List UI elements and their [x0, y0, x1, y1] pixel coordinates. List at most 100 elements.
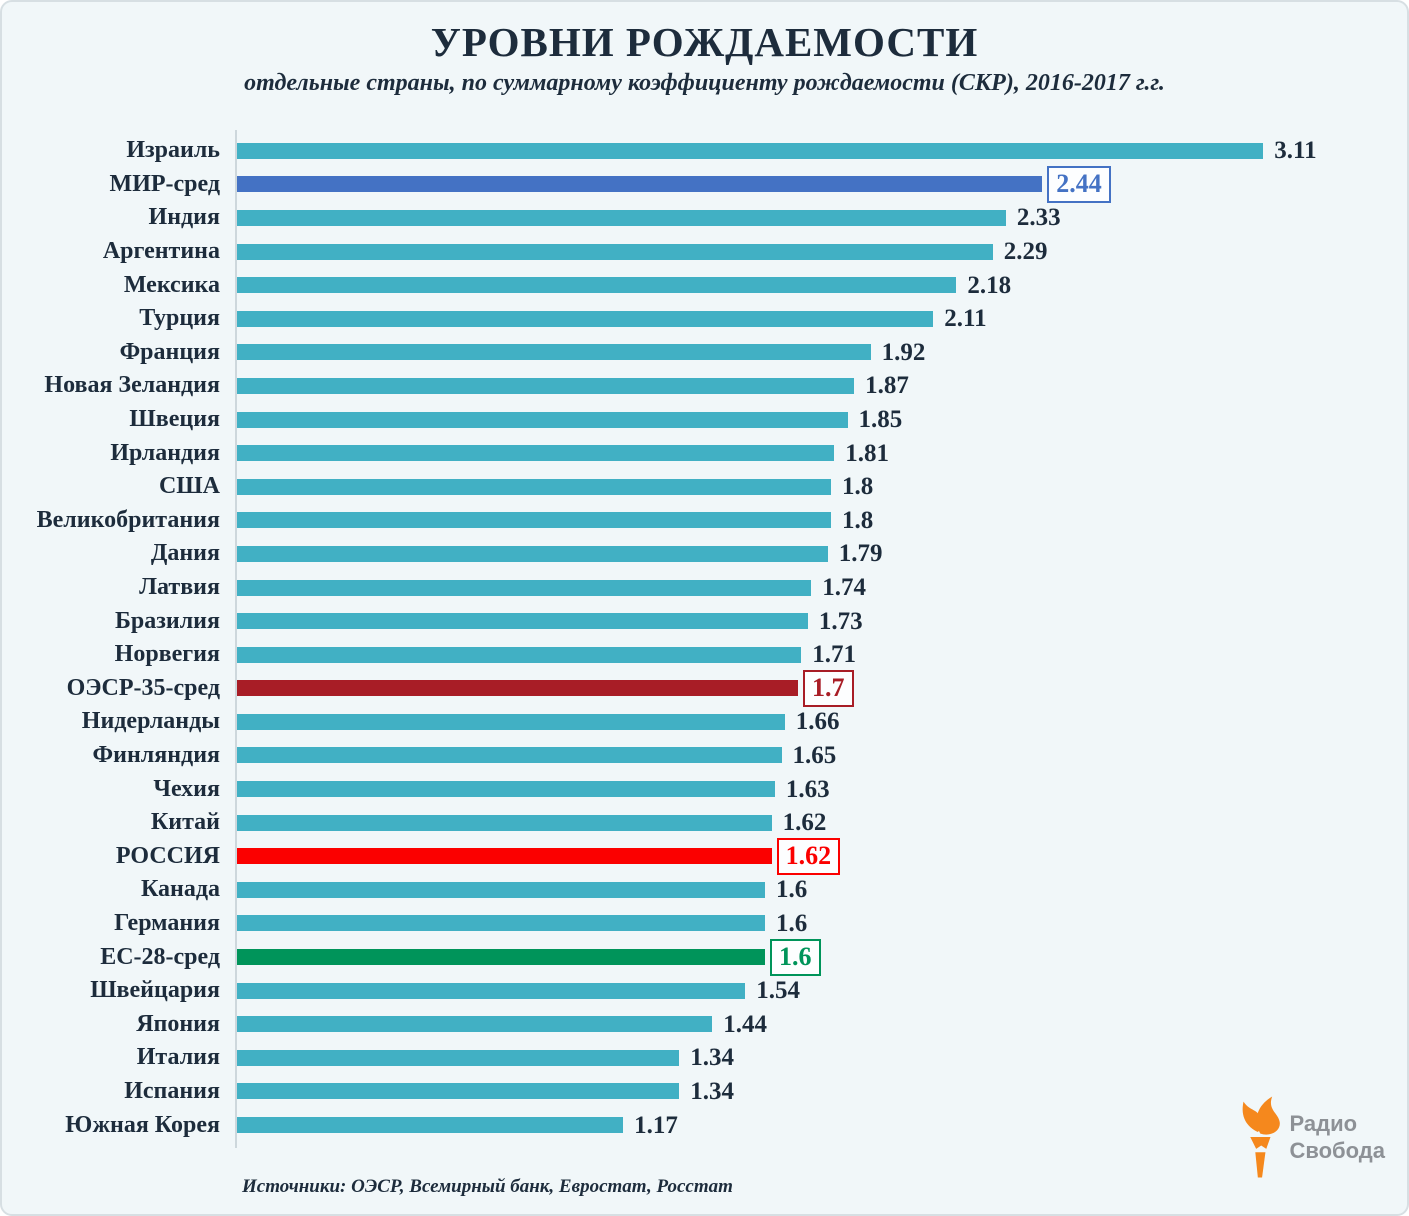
chart-row: Германия 1.6 [2, 907, 1407, 941]
value-label: 1.65 [792, 741, 837, 769]
value-label: 1.6 [776, 909, 808, 937]
category-label: ЕС-28-сред [100, 943, 220, 970]
bar [237, 277, 957, 294]
bar [237, 881, 765, 898]
value-label: 2.33 [1016, 204, 1061, 232]
value-label: 1.8 [842, 473, 874, 501]
bar [237, 243, 993, 260]
page-subtitle: отдельные страны, по суммарному коэффици… [244, 70, 1165, 96]
value-label: 1.6 [776, 876, 808, 904]
category-label: Испания [124, 1077, 220, 1104]
category-label: Великобритания [36, 506, 220, 533]
chart-row: Южная Корея 1.17 [2, 1108, 1407, 1142]
category-label: Италия [136, 1044, 220, 1071]
value-label: 2.44 [1047, 165, 1111, 203]
bar [237, 781, 775, 798]
bar [237, 579, 812, 596]
bar [237, 411, 848, 428]
value-label: 1.44 [723, 1010, 767, 1038]
category-label: Германия [114, 909, 220, 936]
value-label: 1.34 [690, 1044, 734, 1072]
category-label: Турция [139, 305, 220, 332]
chart-row: Ирландия 1.81 [2, 436, 1407, 470]
chart-row: Турция 2.11 [2, 302, 1407, 336]
chart-row: Нидерланды 1.66 [2, 705, 1407, 739]
category-label: Канада [140, 876, 220, 903]
bar [237, 545, 828, 562]
bar [237, 1083, 680, 1100]
category-label: США [158, 473, 220, 500]
category-label: Мексика [123, 271, 220, 298]
value-label: 1.85 [858, 406, 903, 434]
value-label: 1.79 [838, 540, 883, 568]
category-label: Швейцария [90, 977, 220, 1004]
bar [237, 1117, 624, 1134]
source-note: Источники: ОЭСР, Всемирный банк, Евроста… [242, 1176, 733, 1197]
chart-row: Великобритания 1.8 [2, 504, 1407, 538]
chart-row: США 1.8 [2, 470, 1407, 504]
bar [237, 848, 772, 865]
bar [237, 1049, 680, 1066]
value-label: 2.29 [1003, 238, 1048, 266]
value-label: 1.87 [865, 372, 909, 400]
chart-row: Аргентина 2.29 [2, 235, 1407, 269]
category-label: Аргентина [102, 238, 220, 265]
chart-row: Япония 1.44 [2, 1007, 1407, 1041]
bar [237, 176, 1043, 193]
category-label: ОЭСР-35-сред [66, 674, 220, 701]
logo-text-line2: Свобода [1289, 1138, 1386, 1163]
chart-row: Италия 1.34 [2, 1041, 1407, 1075]
value-label: 2.11 [944, 305, 987, 333]
chart-row: ЕС-28-сред 1.6 [2, 938, 1407, 976]
chart-row: Дания 1.79 [2, 537, 1407, 571]
bar [237, 344, 871, 361]
logo-text: Радио Свобода [1290, 1110, 1386, 1164]
category-label: Израиль [126, 137, 220, 164]
value-label: 1.54 [756, 977, 800, 1005]
category-label: Япония [136, 1010, 220, 1037]
chart-row: Индия 2.33 [2, 201, 1407, 235]
chart-row: Мексика 2.18 [2, 268, 1407, 302]
bar [237, 814, 772, 831]
value-label: 1.92 [881, 338, 926, 366]
category-label: Норвегия [114, 641, 220, 668]
value-label: 1.73 [818, 607, 863, 635]
bar [237, 209, 1006, 226]
chart-row: РОССИЯ 1.62 [2, 837, 1407, 875]
category-label: Бразилия [115, 607, 220, 634]
category-label: Франция [119, 338, 220, 365]
chart-row: Бразилия 1.73 [2, 604, 1407, 638]
value-label: 1.81 [845, 439, 890, 467]
chart-row: МИР-сред 2.44 [2, 165, 1407, 203]
category-label: Китай [150, 809, 220, 836]
value-label: 2.18 [967, 271, 1012, 299]
chart-row: ОЭСР-35-сред 1.7 [2, 669, 1407, 707]
category-label: Южная Корея [65, 1111, 220, 1138]
chart-row: Латвия 1.74 [2, 571, 1407, 605]
category-label: Латвия [139, 574, 220, 601]
value-label: 1.74 [822, 574, 866, 602]
category-label: Швеция [129, 406, 220, 433]
chart-row: Швеция 1.85 [2, 403, 1407, 437]
bar [237, 377, 855, 394]
bar [237, 613, 808, 630]
value-label: 3.11 [1274, 137, 1317, 165]
category-label: МИР-сред [109, 170, 220, 197]
category-label: Индия [148, 204, 220, 231]
bar [237, 949, 765, 966]
chart-row: Испания 1.34 [2, 1075, 1407, 1109]
value-label: 1.34 [690, 1077, 734, 1105]
torch-flame-icon [1242, 1096, 1280, 1178]
category-label: Ирландия [110, 439, 220, 466]
value-label: 1.63 [785, 775, 830, 803]
bar [237, 747, 782, 764]
bar-rows: Израиль 3.11 МИР-сред 2.44 Индия 2.33 Аргентин… [2, 134, 1407, 1142]
category-label: Финляндия [92, 741, 221, 768]
value-label: 1.62 [776, 837, 841, 875]
bar [237, 982, 746, 999]
chart-row: Китай 1.62 [2, 806, 1407, 840]
bar [237, 445, 835, 462]
chart-row: Швейцария 1.54 [2, 974, 1407, 1008]
bar [237, 512, 831, 529]
